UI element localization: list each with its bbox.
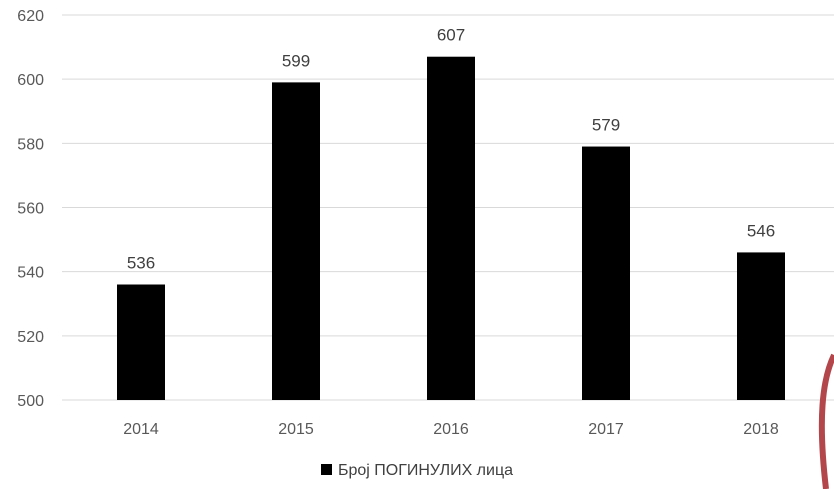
bar [427, 56, 475, 400]
y-tick-label: 580 [17, 136, 44, 153]
bar [737, 252, 785, 400]
y-tick-label: 600 [17, 72, 44, 89]
data-label: 536 [127, 254, 155, 273]
y-tick-label: 520 [17, 329, 44, 346]
x-tick-label: 2014 [123, 421, 159, 438]
y-tick-label: 540 [17, 265, 44, 282]
x-tick-label: 2018 [743, 421, 779, 438]
x-tick-label: 2015 [278, 421, 314, 438]
legend: Број ПОГИНУЛИХ лица [0, 462, 834, 480]
decorative-curve [818, 353, 834, 489]
legend-swatch [320, 464, 332, 476]
bar [272, 82, 320, 400]
y-tick-label: 500 [17, 393, 44, 410]
legend-label: Број ПОГИНУЛИХ лица [337, 462, 514, 479]
y-tick-label: 560 [17, 201, 44, 218]
data-label: 579 [592, 116, 620, 135]
data-label: 546 [747, 221, 775, 240]
x-tick-label: 2017 [588, 421, 624, 438]
data-label: 599 [282, 51, 310, 70]
x-tick-label: 2016 [433, 421, 469, 438]
data-label: 607 [437, 26, 465, 45]
bar [582, 146, 630, 400]
y-tick-label: 620 [17, 8, 44, 25]
bar [117, 284, 165, 400]
